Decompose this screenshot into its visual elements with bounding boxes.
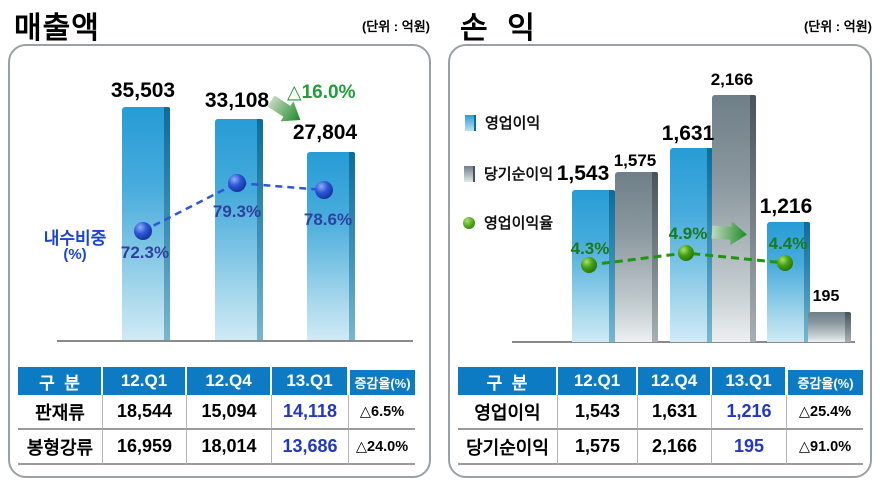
sales-row-plate-13q1: 14,118 bbox=[272, 395, 349, 430]
sales-bar-label-13q1: 27,804 bbox=[292, 121, 358, 144]
sales-table: 구 분 12.Q1 12.Q4 13.Q1 증감율(%) 판재류 18,544 … bbox=[18, 367, 415, 465]
domestic-share-label: 내수비중 bbox=[43, 229, 107, 248]
sales-row-plate-change: △6.5% bbox=[349, 395, 415, 430]
net-income-bar-13q1 bbox=[808, 312, 851, 342]
profit-row-net-13q1: 195 bbox=[712, 430, 787, 465]
net-income-label-12q1: 1,575 bbox=[613, 151, 657, 170]
profit-row-op-label: 영업이익 bbox=[458, 395, 558, 430]
domestic-share-value-13q1: 78.6% bbox=[303, 210, 353, 229]
net-income-bar-12q1 bbox=[615, 172, 658, 342]
sales-change-badge: △16.0% bbox=[287, 82, 356, 103]
sales-bar-13q1 bbox=[307, 152, 355, 340]
operating-margin-value-13q1: 4.4% bbox=[768, 234, 808, 253]
sales-row-plate-12q4: 15,094 bbox=[187, 395, 272, 430]
sales-row-plate-12q1: 18,544 bbox=[103, 395, 187, 430]
profit-title: 손 익 bbox=[460, 12, 536, 45]
operating-profit-bar-icon bbox=[465, 114, 476, 131]
operating-profit-bar-13q1 bbox=[767, 222, 810, 342]
operating-margin-dot-icon bbox=[463, 216, 475, 229]
net-income-bar-12q4 bbox=[712, 95, 756, 342]
sales-bar-label-12q1: 35,503 bbox=[110, 79, 176, 102]
profit-row-op-change: △25.4% bbox=[787, 395, 863, 430]
domestic-share-value-12q4: 79.3% bbox=[212, 202, 262, 221]
domestic-share-unit: (%) bbox=[63, 246, 87, 263]
profit-table-header-13q1: 13.Q1 bbox=[712, 367, 787, 395]
profit-row-net-12q4: 2,166 bbox=[638, 430, 712, 465]
profit-row-net-change: △91.0% bbox=[787, 430, 863, 465]
legend-operating-profit: 영업이익 bbox=[465, 112, 540, 133]
sales-bar-12q4 bbox=[215, 119, 263, 340]
sales-bar-12q1 bbox=[122, 107, 170, 340]
sales-table-header-13q1: 13.Q1 bbox=[272, 367, 349, 395]
legend-net-income: 당기순이익 bbox=[464, 163, 553, 184]
legend-operating-margin: 영업이익율 bbox=[463, 212, 553, 233]
sales-table-header-12q1: 12.Q1 bbox=[103, 367, 187, 395]
operating-margin-value-12q1: 4.3% bbox=[570, 239, 610, 258]
profit-row-net-label: 당기순이익 bbox=[458, 430, 558, 465]
profit-unit-label: (단위 : 억원) bbox=[803, 19, 872, 34]
domestic-share-value-12q1: 72.3% bbox=[120, 243, 170, 262]
operating-margin-value-12q4: 4.9% bbox=[668, 224, 708, 243]
operating-profit-label-12q4: 1,631 bbox=[661, 122, 715, 145]
sales-table-header-change: 증감율(%) bbox=[349, 367, 415, 395]
net-income-label-13q1: 195 bbox=[812, 288, 840, 305]
sales-table-header-category: 구 분 bbox=[18, 367, 103, 395]
profit-row-op-12q4: 1,631 bbox=[638, 395, 712, 430]
sales-row-bar-label: 봉형강류 bbox=[18, 430, 103, 465]
profit-table-header-12q1: 12.Q1 bbox=[558, 367, 638, 395]
sales-row-plate-label: 판재류 bbox=[18, 395, 103, 430]
sales-row-bar-change: △24.0% bbox=[349, 430, 415, 465]
profit-row-op-12q1: 1,543 bbox=[558, 395, 638, 430]
sales-bar-label-12q4: 33,108 bbox=[204, 89, 270, 112]
sales-row-bar-13q1: 13,686 bbox=[272, 430, 349, 465]
profit-table-header-category: 구 분 bbox=[458, 367, 558, 395]
net-income-legend-label: 당기순이익 bbox=[484, 166, 554, 183]
profit-table: 구 분 12.Q1 12.Q4 13.Q1 증감율(%) 영업이익 1,543 … bbox=[458, 367, 863, 465]
profit-axis-baseline bbox=[512, 341, 855, 343]
sales-row-bar-12q4: 18,014 bbox=[187, 430, 272, 465]
operating-margin-legend-label: 영업이익율 bbox=[484, 215, 554, 232]
profit-table-header-change: 증감율(%) bbox=[787, 367, 863, 395]
profit-row-net-12q1: 1,575 bbox=[558, 430, 638, 465]
profit-row-op-13q1: 1,216 bbox=[712, 395, 787, 430]
operating-profit-legend-label: 영업이익 bbox=[485, 115, 541, 132]
sales-title: 매출액 bbox=[14, 12, 100, 45]
operating-profit-label-13q1: 1,216 bbox=[759, 195, 813, 218]
profit-table-header-12q4: 12.Q4 bbox=[638, 367, 712, 395]
operating-profit-label-12q1: 1,543 bbox=[556, 162, 610, 185]
operating-profit-bar-12q1 bbox=[572, 190, 615, 342]
net-income-bar-icon bbox=[464, 165, 475, 182]
net-income-label-12q4: 2,166 bbox=[710, 70, 754, 89]
operating-profit-bar-12q4 bbox=[670, 148, 713, 342]
sales-axis-baseline bbox=[57, 340, 413, 342]
sales-row-bar-12q1: 16,959 bbox=[103, 430, 187, 465]
sales-unit-label: (단위 : 억원) bbox=[361, 19, 430, 34]
sales-table-header-12q4: 12.Q4 bbox=[187, 367, 272, 395]
